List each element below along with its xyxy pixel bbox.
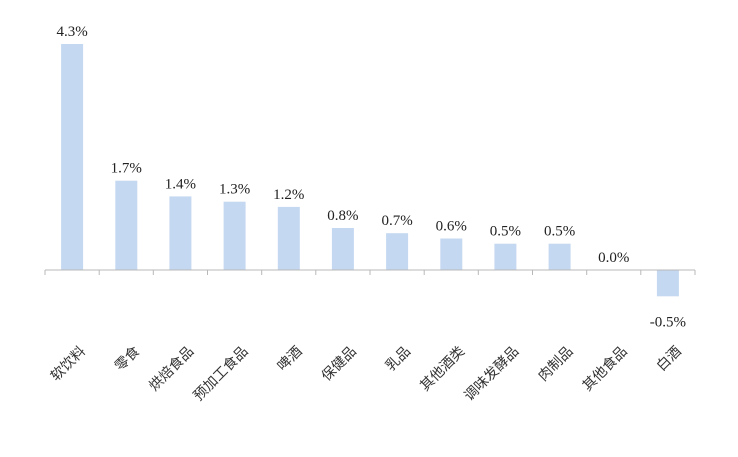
category-label-2: 零食 bbox=[111, 343, 143, 375]
data-label-1: 4.3% bbox=[56, 24, 87, 40]
category-label-3: 烘焙食品 bbox=[146, 343, 198, 395]
bar-7 bbox=[386, 233, 409, 270]
data-labels-group: 4.3% 1.7% 1.4% 1.3% 1.2% 0.8% 0.7% 0.6% 0.5% 0.5%… bbox=[56, 24, 686, 330]
category-label-4: 预加工食品 bbox=[190, 343, 252, 405]
x-axis bbox=[44, 269, 696, 275]
data-label-9: 0.5% bbox=[490, 224, 521, 240]
category-label-10: 肉制品 bbox=[535, 344, 576, 385]
category-label-9: 调味发酵品 bbox=[461, 344, 522, 405]
data-label-12: -0.5% bbox=[650, 314, 686, 330]
data-label-8: 0.6% bbox=[436, 219, 467, 235]
bar-8 bbox=[440, 238, 463, 270]
bar-2 bbox=[115, 180, 138, 270]
bar-3 bbox=[169, 196, 192, 270]
bar-12 bbox=[656, 270, 679, 297]
data-label-2: 1.7% bbox=[111, 161, 142, 177]
data-label-5: 1.2% bbox=[273, 187, 304, 203]
bar-9 bbox=[494, 243, 517, 270]
data-label-3: 1.4% bbox=[165, 176, 196, 192]
bar-4 bbox=[223, 201, 246, 270]
bar-1 bbox=[61, 44, 84, 270]
category-label-7: 乳品 bbox=[383, 344, 414, 375]
category-label-11: 其他食品 bbox=[579, 343, 631, 395]
category-label-1: 软饮料 bbox=[48, 344, 89, 385]
data-label-11: 0.0% bbox=[598, 250, 629, 266]
category-label-8: 其他酒类 bbox=[417, 344, 468, 395]
bar-6 bbox=[331, 228, 354, 270]
category-label-12: 白酒 bbox=[654, 344, 685, 375]
data-label-4: 1.3% bbox=[219, 182, 250, 198]
data-label-6: 0.8% bbox=[327, 208, 358, 224]
category-label-5: 啤酒 bbox=[275, 344, 306, 375]
data-label-10: 0.5% bbox=[544, 224, 575, 240]
data-label-7: 0.7% bbox=[381, 213, 412, 229]
bar-5 bbox=[277, 206, 300, 270]
bars-group bbox=[61, 44, 679, 297]
bar-10 bbox=[548, 243, 571, 270]
category-label-6: 保健品 bbox=[319, 344, 360, 385]
